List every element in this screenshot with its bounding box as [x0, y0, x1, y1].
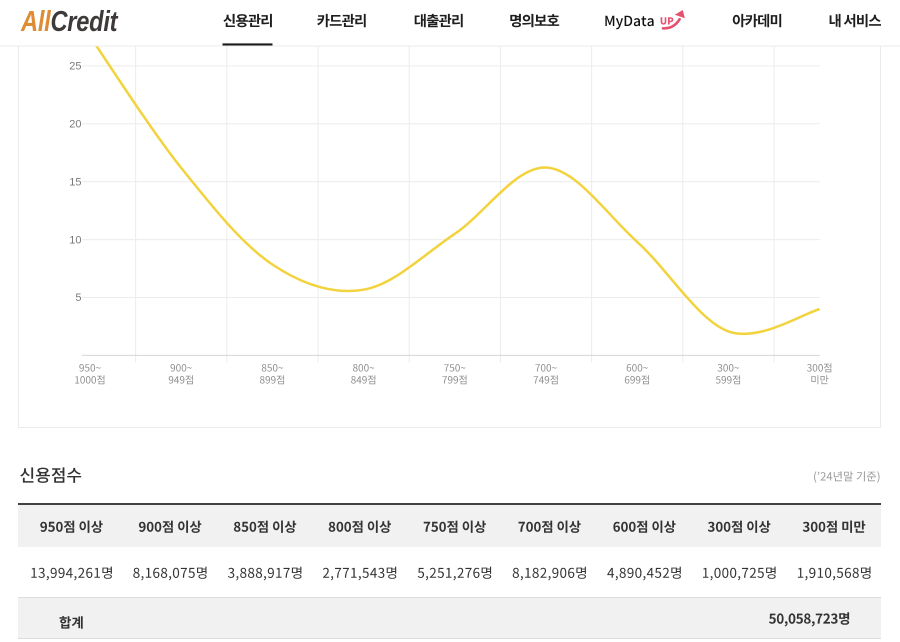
svg-text:25: 25: [69, 61, 81, 73]
svg-text:5: 5: [75, 292, 81, 304]
svg-text:10: 10: [69, 234, 81, 246]
svg-text:15: 15: [69, 176, 81, 188]
svg-text:AllCredit: AllCredit: [20, 5, 119, 38]
svg-text:20: 20: [69, 119, 81, 131]
